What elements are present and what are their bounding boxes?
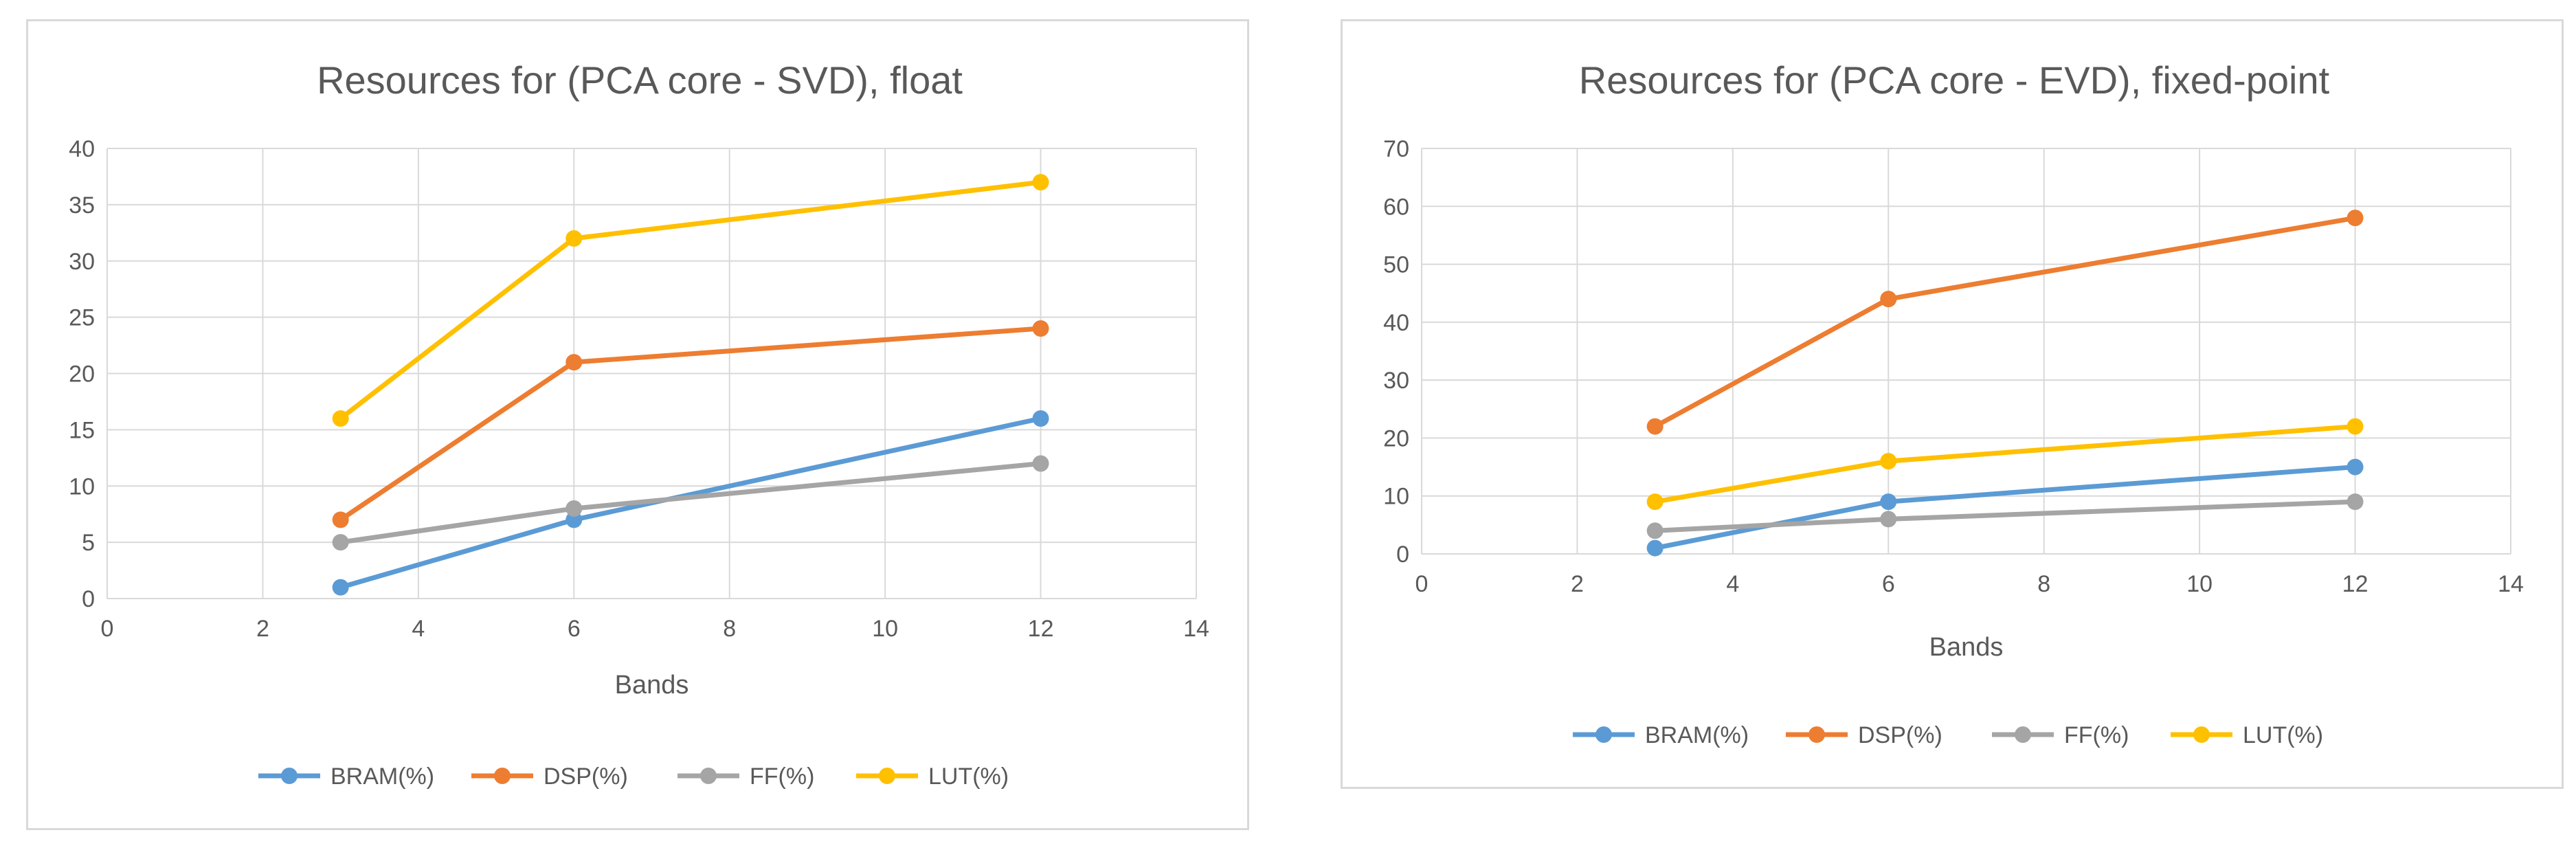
series-line bbox=[338, 416, 1044, 590]
y-tick-label: 10 bbox=[69, 473, 95, 500]
y-tick-label: 35 bbox=[69, 192, 95, 219]
x-tick-label: 8 bbox=[2037, 571, 2050, 597]
chart-svd-float: Resources for (PCA core - SVD), float 0 5 1… bbox=[26, 19, 1249, 830]
data-point bbox=[565, 354, 583, 371]
data-point bbox=[1880, 511, 1897, 528]
legend-marker bbox=[281, 768, 298, 784]
legend-label: DSP(%) bbox=[544, 763, 628, 790]
x-tick-label: 4 bbox=[412, 616, 425, 642]
x-tick-label: 6 bbox=[568, 616, 581, 642]
legend-marker bbox=[1808, 726, 1825, 743]
x-axis-label: Bands bbox=[615, 671, 689, 700]
x-tick-label: 12 bbox=[2342, 571, 2368, 597]
x-tick-label: 4 bbox=[1726, 571, 1739, 597]
x-tick-label: 2 bbox=[256, 616, 269, 642]
data-point bbox=[565, 230, 583, 247]
data-point bbox=[1032, 174, 1049, 191]
data-point bbox=[332, 534, 349, 551]
series-line bbox=[1653, 499, 2358, 533]
y-tick-label: 0 bbox=[82, 586, 95, 612]
chart-evd-fixed-point: Resources for (PCA core - EVD), fixed-po… bbox=[1341, 19, 2564, 789]
data-point bbox=[1880, 493, 1897, 511]
data-point bbox=[1880, 453, 1897, 470]
y-tick-label: 70 bbox=[1383, 136, 1409, 162]
legend-marker bbox=[2015, 726, 2031, 743]
legend-marker bbox=[700, 768, 717, 784]
series-line bbox=[338, 179, 1044, 421]
y-tick-label: 30 bbox=[69, 249, 95, 275]
data-point bbox=[332, 579, 349, 596]
y-tick-label: 5 bbox=[82, 530, 95, 556]
y-tick-label: 40 bbox=[1383, 310, 1409, 336]
data-point bbox=[1646, 493, 1664, 511]
x-tick-label: 0 bbox=[1415, 571, 1429, 597]
data-point bbox=[1032, 410, 1049, 427]
y-tick-label: 50 bbox=[1383, 252, 1409, 278]
data-point bbox=[2347, 493, 2364, 511]
y-tick-label: 25 bbox=[69, 305, 95, 331]
data-point bbox=[1646, 522, 1664, 539]
data-point bbox=[2347, 458, 2364, 476]
x-axis-label: Bands bbox=[1929, 633, 2004, 662]
legend-marker bbox=[2193, 726, 2210, 743]
y-tick-label: 30 bbox=[1383, 368, 1409, 394]
legend-label: BRAM(%) bbox=[331, 763, 434, 790]
data-point bbox=[565, 500, 583, 517]
data-point bbox=[1032, 320, 1049, 337]
legend-marker bbox=[494, 768, 511, 784]
legend-label: FF(%) bbox=[2064, 722, 2129, 748]
x-tick-label: 8 bbox=[723, 616, 736, 642]
series-line bbox=[338, 326, 1044, 522]
data-point bbox=[1032, 455, 1049, 472]
y-tick-label: 40 bbox=[69, 136, 95, 162]
y-tick-label: 20 bbox=[69, 361, 95, 388]
chart-evd-fixed-point-canvas: Resources for (PCA core - EVD), fixed-po… bbox=[1383, 58, 2524, 748]
y-tick-label: 20 bbox=[1383, 425, 1409, 451]
data-point bbox=[332, 511, 349, 528]
chart-svd-float-canvas: Resources for (PCA core - SVD), float 0 5 1… bbox=[69, 58, 1209, 790]
chart-title: Resources for (PCA core - EVD), fixed-po… bbox=[1579, 58, 2330, 102]
y-tick-label: 0 bbox=[1396, 542, 1409, 568]
legend-label: LUT(%) bbox=[2243, 722, 2323, 748]
x-tick-label: 10 bbox=[872, 616, 898, 642]
y-tick-label: 60 bbox=[1383, 194, 1409, 220]
x-tick-label: 12 bbox=[1028, 616, 1054, 642]
series-line bbox=[338, 461, 1044, 545]
x-tick-label: 10 bbox=[2186, 571, 2213, 597]
x-tick-label: 6 bbox=[1882, 571, 1895, 597]
legend-marker bbox=[1595, 726, 1612, 743]
legend-label: LUT(%) bbox=[928, 763, 1009, 790]
x-tick-label: 2 bbox=[1571, 571, 1584, 597]
data-point bbox=[2347, 210, 2364, 227]
data-point bbox=[1646, 539, 1664, 557]
x-tick-label: 0 bbox=[101, 616, 114, 642]
legend-label: BRAM(%) bbox=[1645, 722, 1749, 748]
legend-label: DSP(%) bbox=[1858, 722, 1942, 748]
y-tick-label: 10 bbox=[1383, 484, 1409, 510]
x-tick-label: 14 bbox=[1183, 616, 1209, 642]
data-point bbox=[332, 410, 349, 427]
data-point bbox=[1646, 418, 1664, 435]
data-point bbox=[1880, 291, 1897, 308]
data-point bbox=[2347, 418, 2364, 435]
legend-marker bbox=[879, 768, 895, 784]
x-tick-label: 14 bbox=[2498, 571, 2524, 597]
y-tick-label: 15 bbox=[69, 417, 95, 443]
legend-label: FF(%) bbox=[750, 763, 814, 790]
chart-title: Resources for (PCA core - SVD), float bbox=[317, 58, 963, 102]
